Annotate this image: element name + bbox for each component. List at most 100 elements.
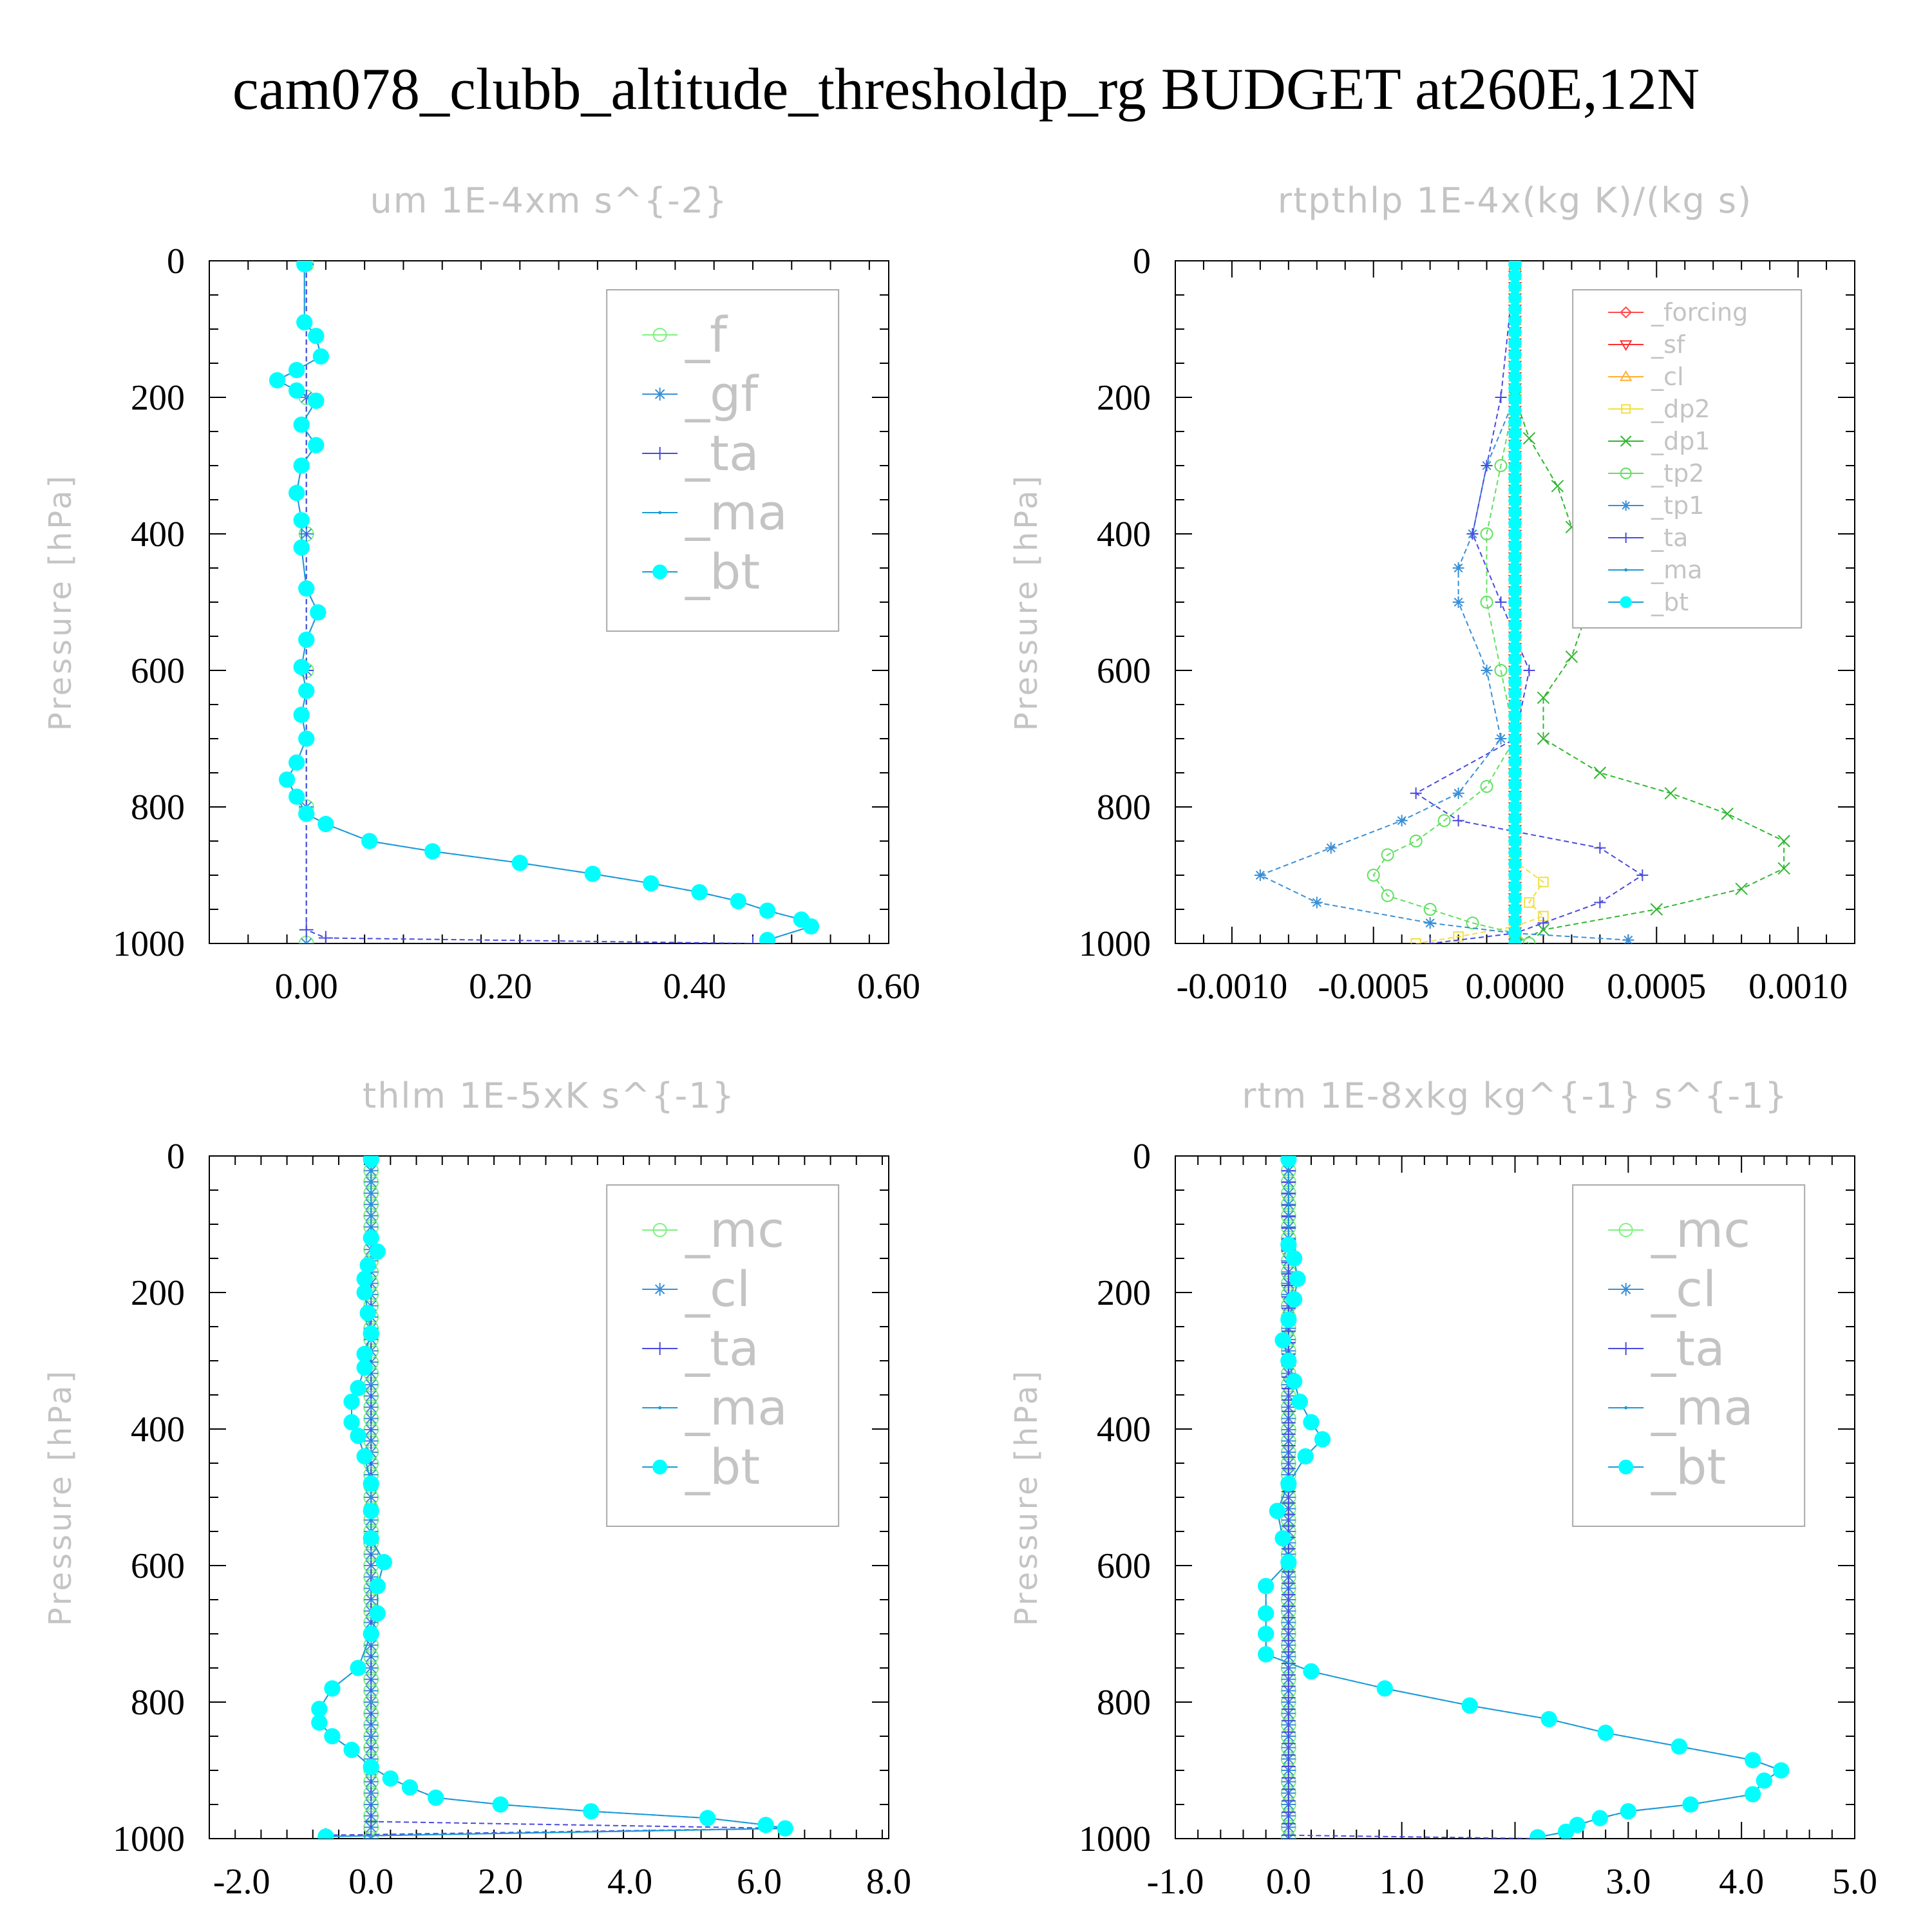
data-point xyxy=(1303,1414,1320,1431)
legend-label: _gf xyxy=(685,365,759,422)
data-point xyxy=(1495,733,1507,744)
data-point xyxy=(1285,1373,1303,1390)
data-point xyxy=(1508,800,1522,814)
data-point xyxy=(1745,1752,1761,1768)
data-point xyxy=(318,931,333,943)
data-point xyxy=(1508,550,1522,564)
legend-swatch-marker xyxy=(653,388,667,401)
data-point xyxy=(1777,835,1790,848)
y-tick-label: 800 xyxy=(1097,788,1151,828)
data-point xyxy=(1452,815,1464,827)
data-point xyxy=(311,1714,328,1731)
data-point xyxy=(356,1345,373,1363)
data-point xyxy=(1508,641,1522,655)
data-point xyxy=(1530,1829,1546,1839)
data-point xyxy=(308,437,325,453)
legend-label: _ta xyxy=(1651,524,1688,552)
legend-swatch-marker xyxy=(1620,306,1633,319)
data-point xyxy=(1508,302,1522,316)
data-point xyxy=(293,512,310,529)
y-axis-label: Pressure [hPa] xyxy=(1009,1368,1045,1626)
data-point xyxy=(1508,573,1522,587)
legend-swatch-marker xyxy=(652,564,668,580)
data-point xyxy=(1650,903,1663,916)
data-point xyxy=(350,1427,366,1444)
legend-swatch-marker xyxy=(1620,596,1632,609)
chart-panel-um: um 1E-4xm s^{-2} Pressure [hPa] 0 200 400 600… xyxy=(43,180,920,1007)
data-point xyxy=(1289,1271,1306,1287)
data-point xyxy=(1508,766,1522,780)
data-point xyxy=(1508,527,1522,542)
chart-panel-thlm: thlm 1E-5xK s^{-1} Pressure [hPa] 0 200 400 6… xyxy=(43,1075,911,1902)
data-point xyxy=(1303,1663,1320,1680)
data-point xyxy=(1423,903,1437,916)
data-point xyxy=(1508,629,1522,643)
legend-label: _bt xyxy=(685,543,760,600)
legend-swatch-marker xyxy=(653,1342,667,1355)
data-point xyxy=(363,1502,379,1519)
data-point xyxy=(1508,720,1522,734)
series-line xyxy=(1372,264,1530,943)
data-point xyxy=(1508,595,1522,609)
data-point xyxy=(299,922,314,937)
data-point xyxy=(1508,482,1522,497)
data-point xyxy=(1508,370,1522,384)
data-point xyxy=(1508,516,1522,530)
panel-title: rtm 1E-8xkg kg^{-1} s^{-1} xyxy=(1242,1075,1788,1116)
data-point xyxy=(1508,925,1522,939)
legend: _f_gf_ta_ma_bt xyxy=(606,289,840,632)
legend-label: _ma xyxy=(685,1379,788,1436)
data-point xyxy=(1524,897,1535,908)
data-point xyxy=(1557,1823,1575,1839)
data-point xyxy=(1508,325,1522,339)
data-point xyxy=(1466,916,1479,930)
data-point xyxy=(1508,336,1522,350)
data-point xyxy=(364,1468,379,1482)
data-point xyxy=(1508,460,1522,474)
y-axis-label: Pressure [hPa] xyxy=(43,1368,79,1626)
data-point xyxy=(1508,261,1522,271)
data-point xyxy=(364,1411,379,1426)
data-point xyxy=(1508,562,1522,575)
data-point xyxy=(1508,437,1522,451)
data-point xyxy=(298,683,315,699)
legend-swatch-marker xyxy=(652,1223,667,1237)
data-point xyxy=(1508,822,1522,837)
y-tick-label: 600 xyxy=(1097,651,1151,691)
data-point xyxy=(356,1448,373,1465)
data-point xyxy=(298,805,315,822)
data-point xyxy=(1258,1605,1274,1622)
data-point xyxy=(1508,381,1522,395)
data-point xyxy=(298,580,315,597)
legend: _mc_cl_ta_ma_bt xyxy=(606,1184,840,1527)
data-point xyxy=(324,1680,341,1697)
data-point xyxy=(1258,1578,1274,1595)
panel-title: thlm 1E-5xK s^{-1} xyxy=(363,1075,735,1116)
data-point xyxy=(1396,815,1408,827)
series-line xyxy=(1287,1159,1538,1839)
data-point xyxy=(1508,494,1522,507)
data-point xyxy=(364,1786,379,1801)
x-tick-label: 0.00 xyxy=(275,967,338,1007)
legend: _mc_cl_ta_ma_bt xyxy=(1572,1184,1806,1527)
legend-box xyxy=(606,289,840,632)
data-point xyxy=(1508,279,1522,294)
data-point xyxy=(1280,1554,1297,1571)
data-point xyxy=(1508,811,1522,826)
data-point xyxy=(511,855,528,871)
data-point xyxy=(1452,562,1464,574)
data-point xyxy=(1325,842,1337,854)
data-point xyxy=(1773,1762,1790,1779)
legend-box xyxy=(1572,289,1803,629)
legend-label: _f xyxy=(685,306,728,363)
data-point xyxy=(1593,766,1607,779)
data-point xyxy=(1721,807,1734,820)
data-point xyxy=(1508,291,1522,305)
data-point xyxy=(1540,1710,1557,1728)
data-point xyxy=(1258,1646,1274,1663)
legend-swatch-marker xyxy=(1619,340,1633,351)
x-tick-label: 4.0 xyxy=(607,1862,652,1902)
data-point xyxy=(288,484,305,502)
y-tick-label: 600 xyxy=(1097,1546,1151,1586)
data-point xyxy=(1508,777,1522,791)
